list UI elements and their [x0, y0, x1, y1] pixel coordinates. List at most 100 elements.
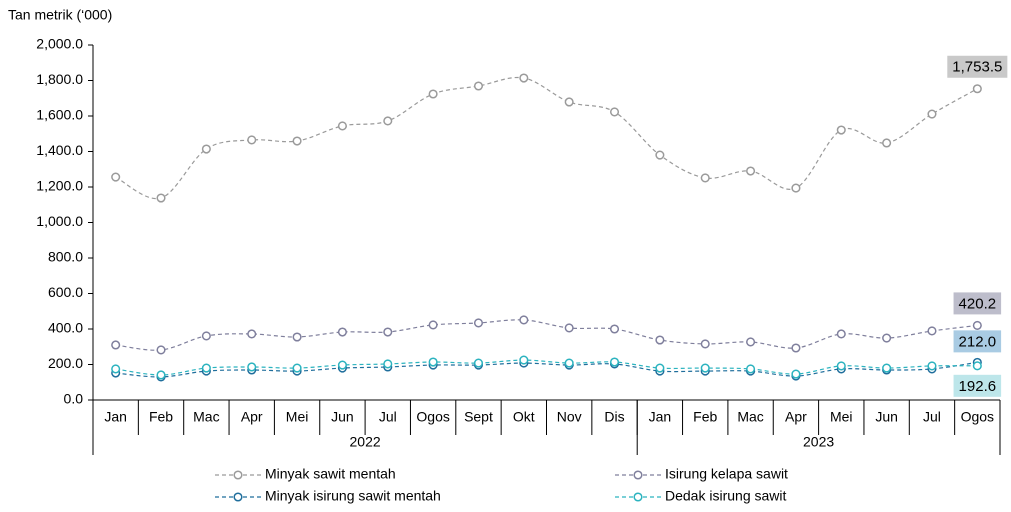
value-label-box	[953, 292, 1002, 315]
point-marker	[609, 357, 620, 367]
point-marker	[655, 363, 665, 373]
x-tick-label: Feb	[149, 409, 173, 425]
legend-marker	[233, 470, 243, 480]
point-marker	[791, 369, 801, 379]
point-marker	[201, 363, 211, 373]
point-marker	[927, 326, 937, 336]
point-marker	[972, 320, 982, 330]
y-tick-label: 400.0	[48, 320, 83, 336]
legend-marker	[233, 492, 243, 502]
legend-marker	[633, 470, 643, 480]
legend-marker	[633, 492, 643, 502]
x-tick-label: Apr	[785, 409, 807, 425]
y-tick-label: 800.0	[48, 249, 83, 265]
y-axis-label: Tan metrik (‘000)	[8, 7, 112, 23]
legend-label: Minyak isirung sawit mentah	[265, 488, 441, 504]
point-marker	[564, 97, 574, 107]
x-tick-label: Nov	[557, 409, 582, 425]
y-tick-label: 1,000.0	[36, 213, 83, 229]
point-marker	[292, 136, 302, 146]
point-marker	[700, 173, 710, 183]
point-marker	[655, 335, 665, 345]
point-marker	[111, 172, 121, 182]
x-tick-label: Mei	[286, 409, 309, 425]
point-marker	[972, 84, 982, 94]
point-marker	[156, 193, 166, 203]
point-marker	[927, 109, 937, 119]
point-marker	[428, 320, 438, 330]
point-marker	[247, 135, 257, 145]
x-tick-label: Mac	[737, 409, 763, 425]
x-group-label: 2023	[803, 434, 834, 450]
point-marker	[882, 363, 892, 373]
x-tick-label: Jan	[649, 409, 672, 425]
point-marker	[337, 121, 347, 131]
point-marker	[609, 107, 620, 117]
x-tick-label: Jul	[923, 409, 941, 425]
series-line	[115, 359, 978, 376]
point-marker	[519, 73, 529, 83]
point-marker	[746, 364, 756, 374]
y-tick-label: 1,200.0	[36, 178, 83, 194]
value-label-box	[947, 55, 1008, 78]
point-marker	[927, 361, 937, 371]
value-label-box	[953, 374, 1002, 397]
point-marker	[111, 340, 121, 350]
value-label: 192.6	[959, 378, 997, 395]
point-marker	[337, 327, 347, 337]
point-marker	[383, 327, 393, 337]
point-marker	[292, 332, 302, 342]
point-marker	[746, 166, 756, 176]
x-tick-label: Sept	[464, 409, 493, 425]
series-line	[115, 319, 978, 351]
y-tick-label: 0.0	[64, 391, 84, 407]
point-marker	[247, 329, 257, 339]
point-marker	[700, 339, 710, 349]
x-tick-label: Jul	[379, 409, 397, 425]
point-marker	[383, 359, 393, 369]
x-tick-label: Mei	[830, 409, 853, 425]
legend-label: Isirung kelapa sawit	[665, 466, 788, 482]
point-marker	[156, 370, 166, 380]
value-label: 212.0	[959, 333, 997, 350]
point-marker	[383, 116, 393, 126]
point-marker	[836, 329, 846, 339]
value-label: 1,753.5	[952, 59, 1002, 76]
point-marker	[882, 333, 892, 343]
series-line	[115, 76, 978, 200]
point-marker	[791, 343, 801, 353]
x-tick-label: Jan	[104, 409, 127, 425]
point-marker	[791, 183, 801, 193]
value-label: 420.2	[959, 295, 997, 312]
point-marker	[473, 81, 484, 91]
point-marker	[972, 361, 982, 371]
point-marker	[156, 345, 166, 355]
value-label-box	[953, 330, 1002, 353]
x-tick-label: Feb	[693, 409, 717, 425]
point-marker	[247, 362, 257, 372]
legend-label: Dedak isirung sawit	[665, 488, 786, 504]
y-tick-label: 1,600.0	[36, 107, 83, 123]
point-marker	[882, 138, 892, 148]
point-marker	[519, 315, 529, 325]
y-tick-label: 200.0	[48, 355, 83, 371]
x-tick-label: Jun	[331, 409, 354, 425]
x-tick-label: Apr	[241, 409, 263, 425]
point-marker	[292, 363, 302, 373]
point-marker	[519, 355, 529, 365]
point-marker	[473, 318, 484, 328]
x-tick-label: Ogos	[961, 409, 994, 425]
point-marker	[201, 331, 211, 341]
series-line	[115, 361, 978, 378]
point-marker	[700, 363, 710, 373]
point-marker	[746, 337, 756, 347]
point-marker	[836, 125, 846, 135]
point-marker	[655, 150, 665, 160]
point-marker	[201, 144, 211, 154]
point-marker	[564, 323, 574, 333]
y-tick-label: 2,000.0	[36, 36, 83, 52]
x-tick-label: Jun	[875, 409, 898, 425]
x-tick-label: Mac	[193, 409, 219, 425]
y-tick-label: 1,800.0	[36, 71, 83, 87]
